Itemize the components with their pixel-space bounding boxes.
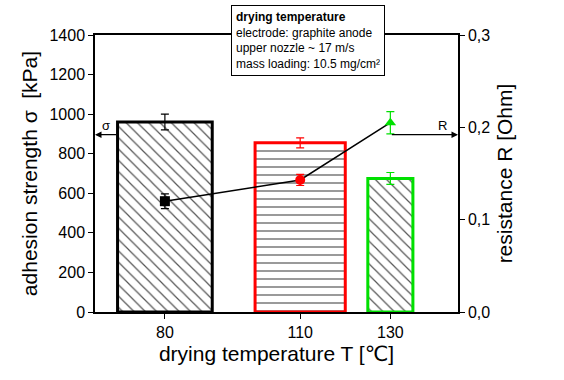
svg-text:80: 80: [156, 324, 174, 341]
svg-text:200: 200: [58, 264, 85, 281]
svg-text:1200: 1200: [49, 66, 85, 83]
svg-text:400: 400: [58, 224, 85, 241]
svg-text:1000: 1000: [49, 106, 85, 123]
svg-text:drying temperature T [℃]: drying temperature T [℃]: [159, 342, 394, 365]
svg-text:600: 600: [58, 185, 85, 202]
svg-text:resistance R [Ohm]: resistance R [Ohm]: [493, 84, 516, 264]
svg-text:0,0: 0,0: [468, 304, 490, 321]
svg-text:0,3: 0,3: [468, 27, 490, 44]
svg-text:110: 110: [287, 324, 313, 341]
svg-text:drying temperatureelectrode: g: drying temperatureelectrode: graphite an…: [236, 10, 380, 71]
svg-text:0,2: 0,2: [468, 119, 490, 136]
svg-text:0,1: 0,1: [468, 211, 490, 228]
svg-text:0: 0: [76, 304, 85, 321]
svg-text:130: 130: [377, 324, 404, 341]
svg-text:adhesion strength σ [kPa]: adhesion strength σ [kPa]: [18, 51, 41, 296]
svg-text:σ: σ: [102, 118, 110, 133]
svg-text:1400: 1400: [49, 27, 85, 44]
svg-text:800: 800: [58, 145, 85, 162]
svg-text:R: R: [438, 118, 447, 133]
